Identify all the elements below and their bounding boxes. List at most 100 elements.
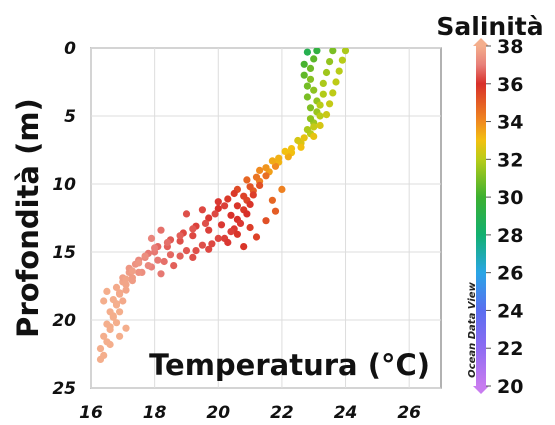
data-point <box>240 192 248 200</box>
data-point <box>332 78 340 86</box>
data-point <box>322 68 331 77</box>
y-tick-label: 25 <box>52 379 76 399</box>
data-point <box>300 134 308 142</box>
data-point <box>262 172 270 180</box>
data-point <box>116 308 124 316</box>
data-point <box>329 89 337 97</box>
data-point <box>116 289 124 297</box>
data-point <box>300 71 308 79</box>
data-point <box>211 210 219 218</box>
data-point <box>284 153 292 161</box>
data-point <box>246 183 254 191</box>
data-point <box>243 176 251 184</box>
colorbar-tick-label: 22 <box>497 338 523 360</box>
y-tick-label: 15 <box>52 243 76 263</box>
x-tick-label: 16 <box>79 403 103 423</box>
colorbar-tick-label: 20 <box>497 376 523 398</box>
x-tick-label: 22 <box>270 403 294 423</box>
x-tick-label: 18 <box>143 403 167 423</box>
data-point <box>275 154 283 162</box>
data-point <box>233 202 241 210</box>
plot-area <box>90 47 442 389</box>
colorbar-tick-label: 36 <box>497 74 523 96</box>
data-point <box>157 226 165 234</box>
data-point <box>236 219 245 227</box>
data-point <box>103 287 111 295</box>
x-tick-label: 20 <box>206 403 230 423</box>
data-point <box>144 262 152 270</box>
data-point <box>154 256 162 264</box>
data-point <box>100 332 108 340</box>
data-point <box>116 332 124 340</box>
data-point <box>306 75 315 83</box>
data-point <box>128 267 136 275</box>
data-point <box>306 104 315 112</box>
data-point <box>300 60 308 68</box>
data-point <box>227 211 235 219</box>
data-point <box>240 243 248 251</box>
data-point <box>221 202 229 210</box>
data-point <box>246 200 254 208</box>
data-point <box>227 228 235 236</box>
data-point <box>316 121 324 130</box>
data-point <box>106 308 114 316</box>
data-point <box>303 82 311 90</box>
data-point <box>319 90 327 98</box>
data-point <box>322 111 331 119</box>
data-point <box>163 238 171 247</box>
data-point <box>287 145 296 153</box>
x-tick-label: 26 <box>397 403 421 423</box>
data-point <box>297 143 305 151</box>
data-point <box>271 162 280 170</box>
colorbar-tick-label: 38 <box>497 36 523 58</box>
data-point <box>313 48 321 55</box>
data-point <box>224 238 232 247</box>
data-points <box>96 48 350 363</box>
data-point <box>310 123 318 131</box>
x-axis-title: Temperatura (°C) <box>149 348 430 382</box>
data-point <box>122 275 130 283</box>
data-point <box>192 247 200 255</box>
data-point <box>112 319 121 327</box>
data-point <box>109 296 117 304</box>
data-point <box>303 48 311 56</box>
data-point <box>316 112 324 120</box>
data-point <box>252 233 261 241</box>
data-point <box>249 191 257 199</box>
data-point <box>281 147 289 155</box>
data-point <box>310 86 318 94</box>
data-point <box>176 252 184 260</box>
data-point <box>170 262 178 270</box>
data-point <box>243 210 251 218</box>
data-point <box>103 320 111 328</box>
data-point <box>214 204 222 213</box>
y-tick-label: 0 <box>64 39 76 59</box>
data-point <box>341 48 350 55</box>
data-point <box>310 55 318 63</box>
colorbar-tick-label: 28 <box>497 225 523 247</box>
colorbar-gradient <box>476 46 486 386</box>
data-point <box>338 56 346 64</box>
data-point <box>182 210 191 218</box>
y-tick-label: 5 <box>64 107 76 127</box>
data-point <box>182 247 191 255</box>
data-point <box>303 93 311 101</box>
data-point <box>217 221 226 229</box>
colorbar-tick-label: 24 <box>497 300 523 322</box>
data-point <box>233 230 241 238</box>
colorbar: 38 36 34 32 30 28 26 24 22 20 Salinità Ocean Data… <box>436 12 543 398</box>
data-point <box>278 185 286 193</box>
data-point <box>205 226 213 234</box>
colorbar-tick-labels: 38 36 34 32 30 28 26 24 22 20 <box>486 36 523 398</box>
y-tick-label: 10 <box>52 175 76 195</box>
colorbar-top-cap <box>473 38 489 46</box>
data-point <box>122 324 130 332</box>
data-point <box>176 237 184 245</box>
y-axis-title: Profondità (m) <box>11 98 45 338</box>
data-point <box>335 67 343 75</box>
colorbar-tick-label: 26 <box>497 263 523 285</box>
data-point <box>326 100 334 108</box>
data-point <box>135 259 143 267</box>
data-point <box>119 297 127 305</box>
